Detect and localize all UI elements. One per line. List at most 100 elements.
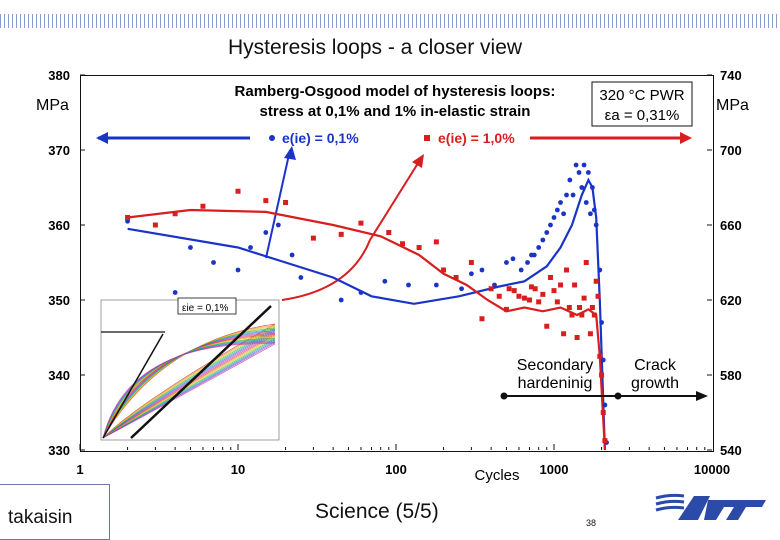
data-point-blue: [554, 207, 560, 213]
data-point-red: [172, 211, 178, 217]
data-point-red: [561, 331, 567, 337]
inset-loop-lower: [102, 332, 276, 439]
data-point-red: [579, 312, 585, 318]
left-tick-label: 330: [48, 443, 70, 458]
data-point-blue: [406, 282, 411, 288]
data-point-red: [564, 267, 570, 273]
data-point-blue: [248, 245, 253, 250]
data-point-blue: [561, 211, 566, 217]
right-tick-label: 660: [720, 218, 742, 233]
data-point-red: [558, 282, 564, 288]
pointer-red-head: [412, 154, 424, 168]
section-label: Science (5/5): [315, 500, 439, 523]
inset-label-box: [177, 297, 237, 315]
data-point-red: [587, 331, 593, 337]
x-tick-label: 10000: [694, 462, 730, 477]
back-link[interactable]: takaisin: [0, 484, 110, 540]
data-point-red: [416, 245, 422, 250]
page-number: 38: [586, 518, 597, 528]
data-point-blue: [583, 200, 589, 205]
data-point-blue: [479, 267, 485, 273]
data-point-red: [283, 200, 289, 205]
data-point-red: [503, 306, 509, 312]
data-point-red: [595, 293, 601, 299]
left-tick-label: 370: [48, 143, 70, 158]
left-tick-label: 350: [48, 293, 70, 308]
legend-marker-blue: [269, 135, 275, 141]
right-tick-label: 700: [720, 143, 742, 158]
data-point-blue: [599, 320, 604, 325]
inset-loop-lower: [102, 324, 276, 439]
data-point-red: [516, 293, 522, 299]
data-point-red: [540, 291, 546, 297]
data-point-blue: [211, 260, 216, 265]
data-point-blue: [275, 222, 281, 228]
data-point-blue: [551, 215, 557, 220]
data-point-blue: [235, 267, 241, 273]
pointer-red: [281, 159, 421, 301]
pointer-blue-head: [284, 146, 296, 160]
data-point-red: [441, 267, 447, 273]
legend-label-blue: e(ie) = 0,1%: [282, 130, 359, 146]
data-point-red: [597, 353, 603, 359]
inset-loop-lower: [102, 326, 276, 439]
data-point-red: [554, 299, 560, 305]
data-point-blue: [540, 237, 546, 243]
data-point-red: [569, 312, 575, 318]
inset-elastic-line-1: [102, 333, 164, 439]
data-point-red: [551, 288, 557, 294]
data-point-blue: [510, 256, 516, 262]
data-point-red: [200, 203, 206, 209]
fit-line: [127, 177, 606, 451]
data-point-red: [400, 241, 406, 247]
annotation-secondary-1: Secondary: [517, 357, 594, 374]
data-point-blue: [548, 222, 553, 228]
data-point-blue: [382, 278, 388, 284]
condition-box: [591, 81, 693, 127]
header-stripe: [0, 14, 780, 28]
data-point-blue: [570, 192, 576, 198]
data-point-blue: [585, 170, 591, 175]
data-point-red: [386, 230, 392, 235]
data-point-red: [358, 220, 364, 226]
data-point-blue: [544, 230, 550, 235]
data-point-blue: [597, 267, 603, 273]
data-point-red: [453, 275, 459, 280]
data-point-red: [574, 335, 580, 340]
data-point-blue: [590, 185, 595, 190]
right-tick-label: 620: [720, 293, 742, 308]
data-point-red: [566, 305, 572, 310]
data-point-blue: [459, 286, 464, 292]
data-point-red: [527, 297, 533, 303]
data-point-blue: [564, 192, 569, 198]
data-point-red: [310, 235, 316, 241]
x-axis-label: Cycles: [474, 467, 519, 484]
data-point-blue: [567, 177, 573, 183]
data-point-red: [536, 299, 542, 305]
data-point-blue: [518, 267, 524, 273]
left-tick-label: 360: [48, 218, 70, 233]
annotation-secondary-2: hardeninig: [518, 375, 593, 392]
inset-label: εie = 0,1%: [182, 303, 229, 314]
data-point-blue: [581, 162, 587, 168]
chart-title-line1: Ramberg-Osgood model of hysteresis loops…: [235, 83, 556, 100]
data-point-blue: [172, 290, 178, 295]
range-arrowhead: [696, 391, 708, 401]
x-tick-label: 100: [385, 462, 407, 477]
x-tick-label: 1: [76, 462, 83, 477]
right-tick-label: 740: [720, 68, 742, 83]
annotation-crack-2: growth: [631, 375, 679, 392]
data-point-blue: [536, 245, 542, 250]
data-point-blue: [188, 245, 193, 250]
legend-marker-red: [424, 135, 430, 141]
fit-line: [127, 208, 606, 451]
data-point-red: [602, 438, 608, 444]
data-point-red: [235, 188, 241, 194]
data-point-blue: [525, 260, 530, 265]
condition-line2: εa = 0,31%: [605, 107, 680, 124]
right-unit: MPa: [716, 97, 749, 114]
data-point-red: [547, 275, 553, 280]
legend-arrowhead-blue: [96, 132, 108, 144]
inset-loop-lower: [102, 343, 276, 439]
data-point-red: [506, 286, 512, 292]
